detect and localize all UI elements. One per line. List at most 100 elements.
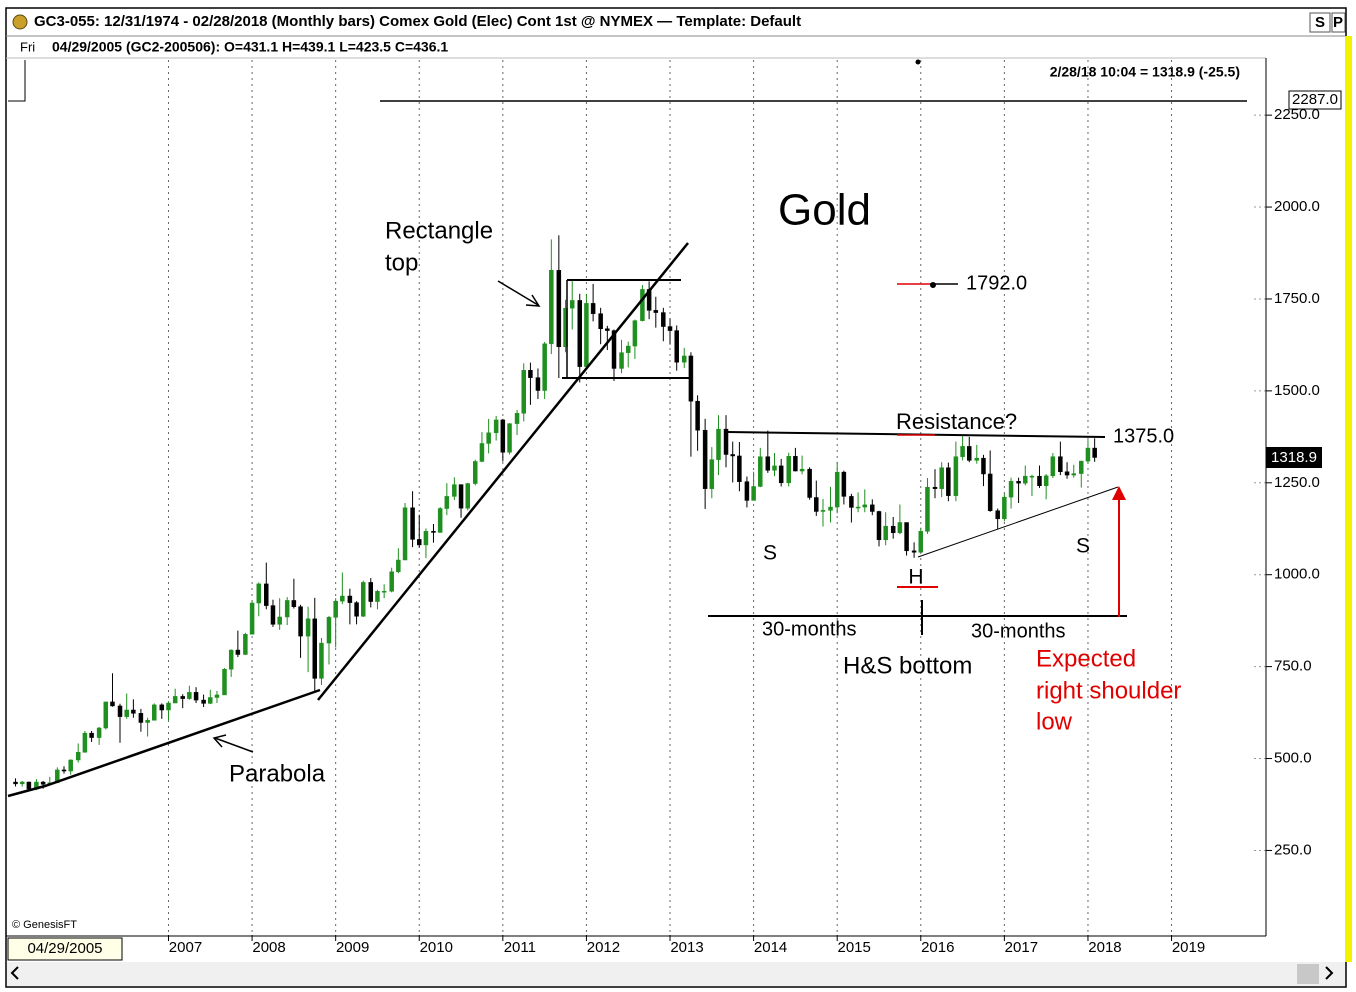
candle-body [256,583,262,604]
button-p[interactable] [1331,12,1346,33]
candle-body [751,486,756,501]
candle-body [61,769,67,772]
annotation: right shoulder [1036,677,1181,704]
x-tick-label: 2017 [1005,939,1038,956]
candle-body [862,504,868,508]
button-s[interactable] [1309,12,1331,33]
candle-body [946,467,951,496]
candle-body [473,461,478,484]
candle-body [855,506,861,509]
candle-body [124,709,129,717]
candle-body [89,732,94,738]
candle-body [340,595,345,602]
candle-body [26,781,32,790]
annotation: H [908,566,923,589]
candle-body [1023,475,1028,484]
candle-body [465,483,470,509]
candle-body [431,531,436,533]
scroll-left[interactable] [10,966,19,980]
candle-body [814,497,819,512]
candle-body [716,428,721,460]
candle-body [347,595,353,603]
candle-body [556,270,562,348]
arrow-head [212,734,227,748]
candle-body [201,699,206,704]
annotation: S [1076,535,1090,558]
candle-body [319,642,324,679]
candle-body [890,525,896,534]
candle-body [82,732,88,753]
y-tick-label: 500.0 [1274,749,1312,766]
cursor-date-box [7,937,123,961]
y-tick-label: 1750.0 [1274,290,1320,307]
y-tick-label: 1000.0 [1274,566,1320,583]
candle-body [849,496,854,508]
candle-body [291,600,297,607]
candle-body [590,303,596,314]
candle-body [214,694,220,698]
candle-body [1085,447,1091,462]
candle-body [1043,475,1049,486]
candle-body [1064,471,1070,476]
x-tick-label: 2010 [420,939,453,956]
candle-body [305,618,311,637]
arrow-head [525,294,541,307]
candle-body [402,507,408,561]
candle-body [410,507,415,540]
candle-body [1058,456,1063,473]
credit: © GenesisFT [12,919,77,931]
candle-body [925,486,930,532]
arrow [497,280,539,306]
marker-dot [930,282,936,288]
candle-body [375,591,380,602]
candle-body [974,457,980,461]
annotation: 30-months [971,620,1066,642]
candle-body [1002,496,1007,520]
annotation: low [1036,708,1073,735]
candle-body [458,484,464,509]
candle-body [702,429,708,489]
candle-body [326,617,332,644]
annotation-lines [7,100,1247,798]
candle-body [180,696,185,699]
candle-body [166,702,171,711]
candle-body [19,781,25,785]
candle-body [820,510,826,512]
candle-body [807,468,812,498]
candle-body [987,473,993,511]
candle-body [828,506,833,511]
button-label[interactable]: P [1333,14,1343,31]
candle-body [396,559,401,573]
last-price: 2/28/18 10:04 = 1318.9 (-25.5) [1050,64,1240,80]
candle-body [381,591,387,593]
scroll-right[interactable] [1325,966,1334,980]
candle-body [96,727,102,738]
candle-body [883,525,888,541]
candle-body [40,781,46,785]
candle-body [1016,481,1021,484]
candle-body [765,456,771,471]
candle-body [778,465,784,484]
candle-body [521,370,526,414]
candle-body [1079,460,1084,474]
price-box [1288,90,1342,110]
annotation: Parabola [229,760,326,787]
x-tick-label: 2009 [336,939,369,956]
candle-body [799,468,805,472]
scrollbar[interactable] [7,962,1345,986]
scroll-thumb[interactable] [1297,964,1319,984]
candle-body [876,511,882,541]
candle-body [500,419,506,453]
candle-body [222,668,227,696]
candle-body [117,705,123,717]
candle-body [235,649,241,655]
candle-body [661,312,666,327]
candle-body [744,481,750,501]
header-title: GC3-055: 12/31/1974 - 02/28/2018 (Monthl… [34,13,801,30]
candle-body [528,370,533,378]
candle-body [1092,447,1097,458]
button-label[interactable]: S [1315,14,1325,31]
candle-body [452,484,457,497]
candle-body [75,752,81,761]
candle-body [995,510,1000,520]
